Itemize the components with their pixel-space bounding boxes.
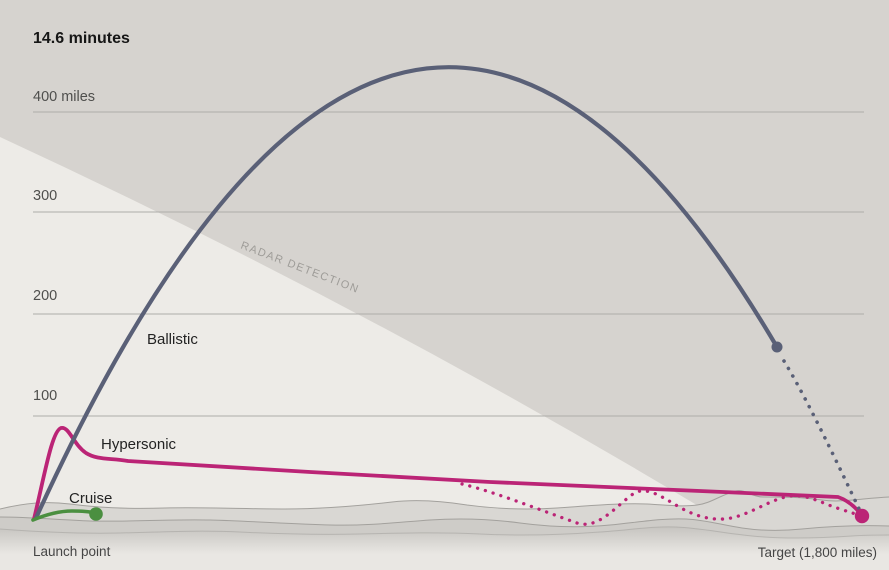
target-label: Target (1,800 miles) — [758, 545, 877, 560]
series-labels: Ballistic Hypersonic Cruise — [69, 331, 198, 507]
bottom-captions: Launch point Target (1,800 miles) — [33, 544, 877, 560]
chart-title: 14.6 minutes — [33, 30, 130, 47]
radar-blind-wedge — [0, 137, 715, 545]
y-axis-label-200: 200 — [33, 288, 57, 304]
launch-point-label: Launch point — [33, 544, 111, 559]
terrain-ridge-bottom-fill — [0, 526, 889, 554]
cruise-label: Cruise — [69, 490, 112, 507]
y-axis-labels: 400 miles 300 200 100 — [33, 89, 95, 404]
terrain-ridge-mid-outline — [0, 516, 889, 531]
ballistic-detection-point-dot — [771, 341, 783, 353]
y-axis-label-300: 300 — [33, 188, 57, 204]
terrain-ridge-bottom-outline — [0, 526, 889, 539]
y-axis-label-400: 400 miles — [33, 89, 95, 105]
terrain — [0, 490, 889, 554]
ballistic-label: Ballistic — [147, 331, 198, 348]
gridlines — [33, 111, 864, 417]
y-axis-label-100: 100 — [33, 388, 57, 404]
hypersonic-label: Hypersonic — [101, 436, 177, 453]
hypersonic-trajectory-line — [32, 426, 862, 521]
trajectories — [31, 65, 870, 526]
cruise-endpoint-dot — [89, 507, 103, 521]
ballistic-trajectory-line — [33, 65, 780, 521]
terrain-ridge-top-outline — [0, 490, 889, 510]
target-impact-dot — [854, 508, 870, 524]
